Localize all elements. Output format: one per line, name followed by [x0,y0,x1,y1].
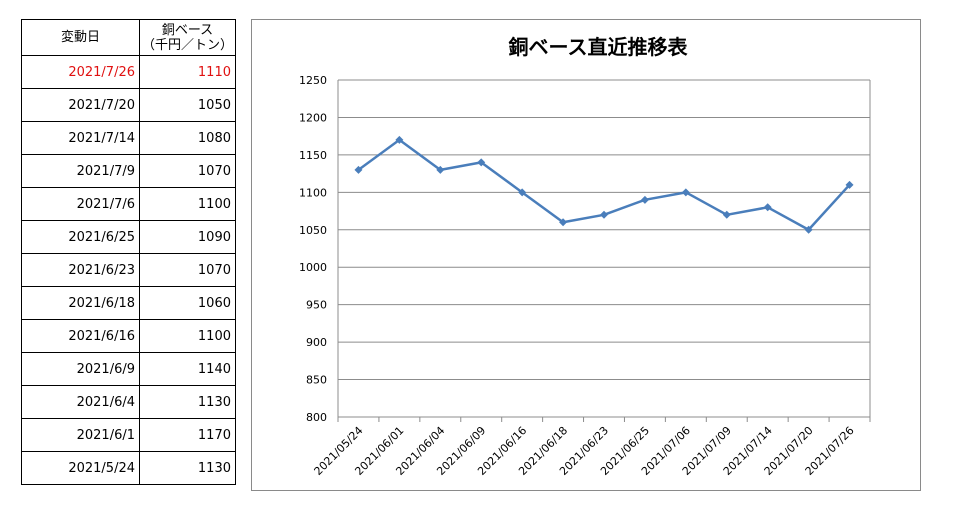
table-row: 2021/6/23 1070 [21,253,236,287]
price-history-table: 変動日 銅ベース （千円／トン） 2021/7/26 1110 2021/7/20 1… [21,19,236,485]
date-cell: 2021/6/9 [21,352,140,386]
table-row: 2021/7/20 1050 [21,88,236,122]
table-header-row: 変動日 銅ベース （千円／トン） [21,19,236,56]
price-cell: 1100 [139,319,236,353]
data-point-marker [518,188,527,197]
price-cell: 1060 [139,286,236,320]
price-cell: 1130 [139,385,236,419]
table-body: 2021/7/26 1110 2021/7/20 1050 2021/7/14 1080 2… [21,55,236,485]
y-tick-label: 1000 [299,261,327,274]
data-point-marker [395,135,404,144]
date-cell: 2021/6/4 [21,385,140,419]
date-cell: 2021/7/6 [21,187,140,221]
y-tick-label: 800 [306,411,327,424]
price-column-header: 銅ベース （千円／トン） [139,19,236,56]
data-point-marker [722,210,731,219]
price-header-line2: （千円／トン） [141,37,233,53]
chart-area: 銅ベース直近推移表 800 850 900 950 1000 1050 1100 1150 120… [251,19,921,491]
table-row: 2021/7/6 1100 [21,187,236,221]
date-cell: 2021/7/20 [21,88,140,122]
line-chart: 銅ベース直近推移表 800 850 900 950 1000 1050 1100 1150 120… [299,35,871,478]
price-cell: 1080 [139,121,236,155]
y-tick-label: 850 [306,374,327,387]
table-row: 2021/6/18 1060 [21,286,236,320]
data-point-marker [436,165,445,174]
price-cell: 1070 [139,253,236,287]
price-cell: 1100 [139,187,236,221]
price-cell: 1170 [139,418,236,452]
data-point-marker [640,195,649,204]
table-row: 2021/6/9 1140 [21,352,236,386]
price-cell: 1110 [139,55,236,89]
table-row: 2021/6/16 1100 [21,319,236,353]
table-row: 2021/7/26 1110 [21,55,236,89]
data-point-marker [600,210,608,219]
data-point-marker [845,180,854,189]
table-row: 2021/6/1 1170 [21,418,236,452]
price-cell: 1130 [139,451,236,485]
y-tick-label: 1200 [299,111,327,124]
data-point-marker [354,165,363,174]
y-tick-label: 1150 [299,149,327,162]
table-row: 2021/7/9 1070 [21,154,236,188]
table-row: 2021/6/25 1090 [21,220,236,254]
date-cell: 2021/7/14 [21,121,140,155]
date-cell: 2021/6/23 [21,253,140,287]
data-point-marker [681,188,690,197]
y-tick-label: 1250 [299,74,327,87]
data-point-marker [477,158,486,167]
data-point-marker [559,218,568,227]
date-cell: 2021/7/26 [21,55,140,89]
price-cell: 1090 [139,220,236,254]
data-point-marker [804,225,813,234]
table-row: 2021/5/24 1130 [21,451,236,485]
date-column-header: 変動日 [21,19,140,56]
y-tick-label: 1100 [299,186,327,199]
price-cell: 1140 [139,352,236,386]
date-cell: 2021/7/9 [21,154,140,188]
y-tick-label: 900 [306,336,327,349]
data-point-marker [763,203,772,212]
table-row: 2021/7/14 1080 [21,121,236,155]
price-cell: 1070 [139,154,236,188]
date-cell: 2021/6/16 [21,319,140,353]
date-cell: 2021/6/18 [21,286,140,320]
price-cell: 1050 [139,88,236,122]
y-tick-label: 950 [306,299,327,312]
y-tick-label: 1050 [299,224,327,237]
date-cell: 2021/6/25 [21,220,140,254]
date-cell: 2021/6/1 [21,418,140,452]
price-header-line1: 銅ベース [161,22,214,38]
table-row: 2021/6/4 1130 [21,385,236,419]
date-cell: 2021/5/24 [21,451,140,485]
chart-title: 銅ベース直近推移表 [509,35,689,59]
